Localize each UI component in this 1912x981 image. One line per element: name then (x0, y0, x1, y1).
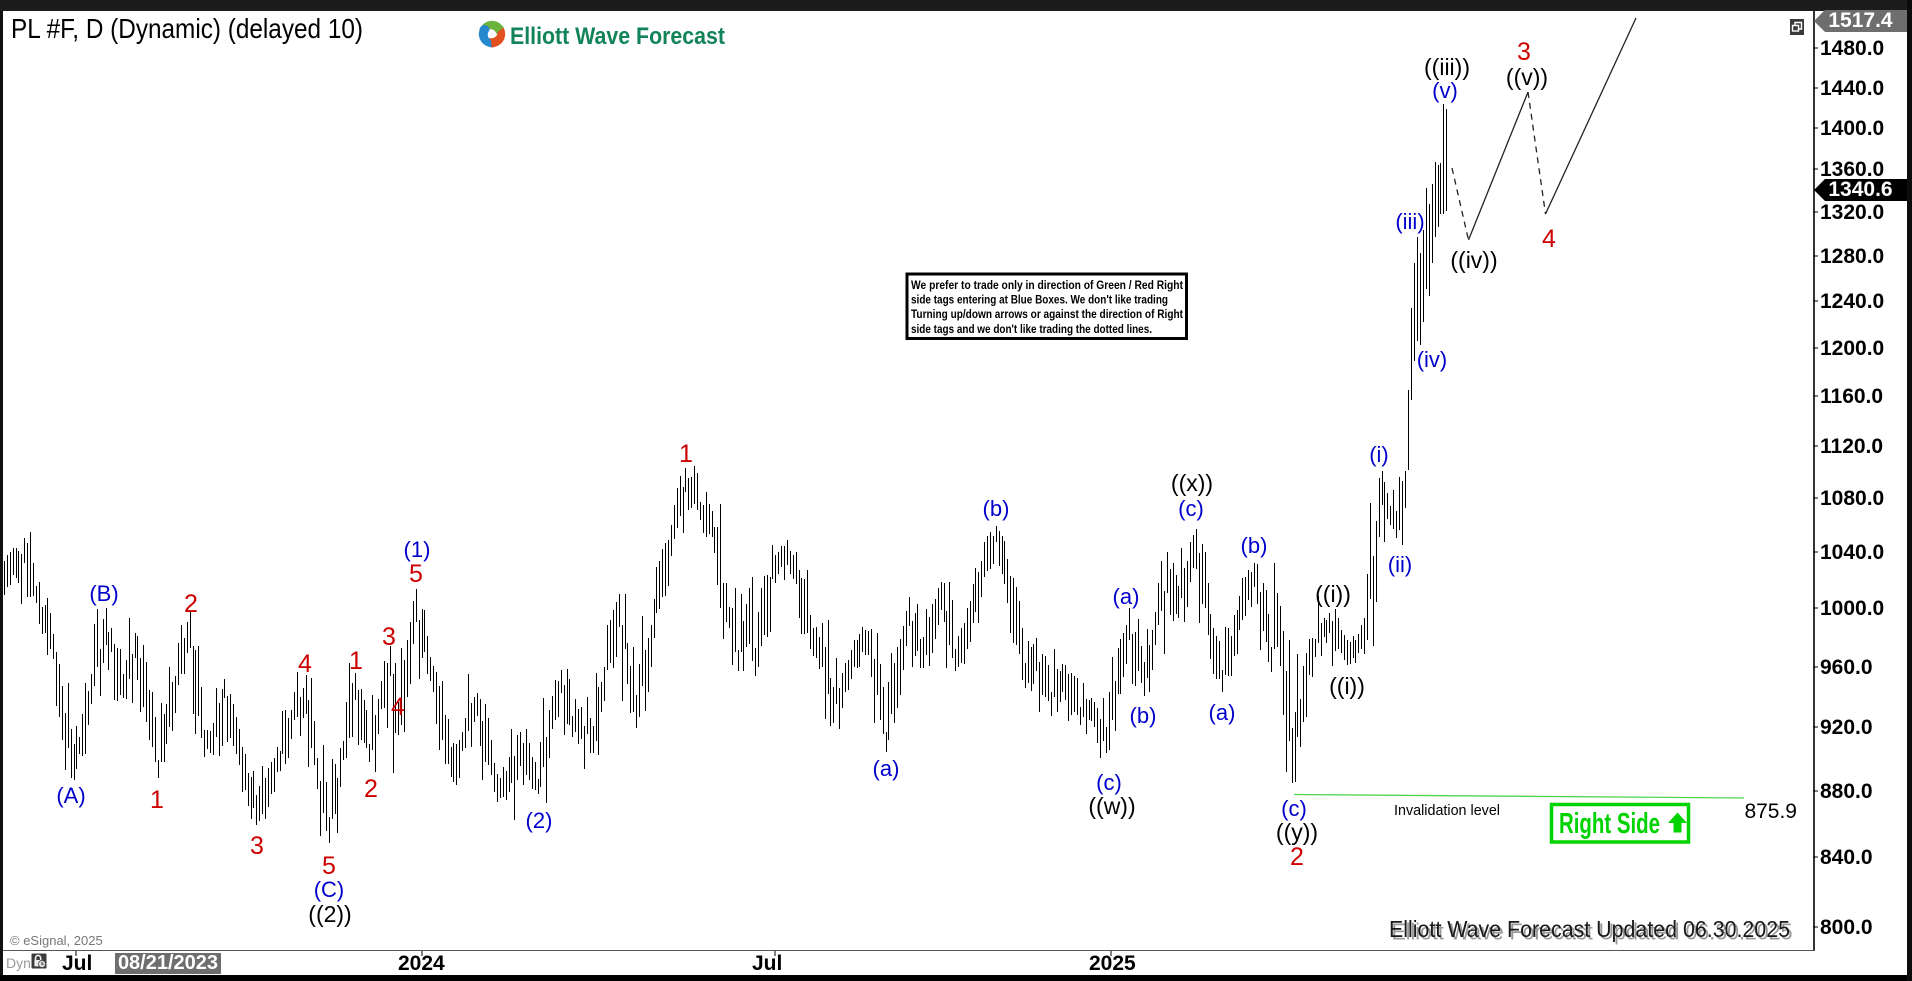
svg-text:2: 2 (184, 590, 198, 618)
svg-text:((v)): ((v)) (1506, 64, 1548, 90)
svg-text:Elliott Wave Forecast: Elliott Wave Forecast (510, 23, 725, 50)
svg-text:(c): (c) (1281, 796, 1307, 821)
svg-text:((y)): ((y)) (1276, 819, 1318, 845)
svg-text:3: 3 (382, 623, 396, 651)
svg-text:(2): (2) (526, 808, 553, 833)
svg-text:side tags entering at Blue Box: side tags entering at Blue Boxes. We don… (911, 293, 1168, 307)
svg-text:(C): (C) (314, 877, 345, 902)
svg-text:Elliott Wave Forecast Updated: Elliott Wave Forecast Updated 06.30.2025 (1392, 919, 1793, 945)
svg-text:4: 4 (298, 650, 312, 678)
svg-text:PL #F, D (Dynamic) (delayed 10: PL #F, D (Dynamic) (delayed 10) (11, 13, 363, 44)
svg-text:1: 1 (679, 440, 693, 468)
svg-text:(b): (b) (983, 496, 1010, 521)
svg-text:(c): (c) (1178, 496, 1204, 521)
svg-text:Right Side: Right Side (1559, 808, 1660, 840)
svg-text:2: 2 (364, 775, 378, 803)
svg-text:(b): (b) (1130, 703, 1157, 728)
svg-text:Turning up/down arrows or agai: Turning up/down arrows or against the di… (911, 307, 1183, 321)
svg-text:((iv)): ((iv)) (1450, 247, 1497, 273)
svg-text:4: 4 (391, 693, 405, 721)
svg-text:(a): (a) (1113, 584, 1140, 609)
svg-text:((x)): ((x)) (1171, 470, 1213, 496)
svg-text:5: 5 (409, 560, 423, 588)
svg-text:(iv): (iv) (1417, 347, 1448, 372)
svg-text:5: 5 (322, 852, 336, 880)
svg-text:((2)): ((2)) (308, 901, 351, 927)
svg-text:(a): (a) (1209, 700, 1236, 725)
svg-text:1: 1 (150, 786, 164, 814)
svg-text:(ii): (ii) (1388, 552, 1412, 577)
svg-text:side tags and we don't like tr: side tags and we don't like trading the … (911, 322, 1152, 336)
svg-text:(iii): (iii) (1395, 209, 1424, 234)
svg-text:Elliott Wave Forecast Updated: Elliott Wave Forecast Updated 06.30.2025 (1389, 916, 1790, 942)
svg-text:(c): (c) (1096, 770, 1122, 795)
svg-text:Invalidation level: Invalidation level (1394, 802, 1500, 819)
svg-text:(A): (A) (56, 783, 85, 808)
svg-text:4: 4 (1542, 225, 1556, 253)
svg-text:((i)): ((i)) (1329, 673, 1365, 699)
svg-text:875.9: 875.9 (1744, 800, 1797, 823)
svg-text:2: 2 (1290, 843, 1304, 871)
svg-text:(b): (b) (1241, 533, 1268, 558)
svg-text:(i): (i) (1369, 442, 1389, 467)
svg-text:((w)): ((w)) (1088, 793, 1135, 819)
svg-text:We prefer to trade only in dir: We prefer to trade only in direction of … (911, 278, 1183, 292)
svg-text:(B): (B) (89, 581, 118, 606)
svg-text:3: 3 (250, 832, 264, 860)
svg-text:((i)): ((i)) (1315, 581, 1351, 607)
svg-text:3: 3 (1517, 38, 1531, 66)
svg-text:(v): (v) (1432, 78, 1458, 103)
svg-text:(a): (a) (873, 756, 900, 781)
svg-text:(1): (1) (404, 537, 431, 562)
svg-text:((iii)): ((iii)) (1424, 54, 1470, 80)
svg-text:1: 1 (349, 647, 363, 675)
